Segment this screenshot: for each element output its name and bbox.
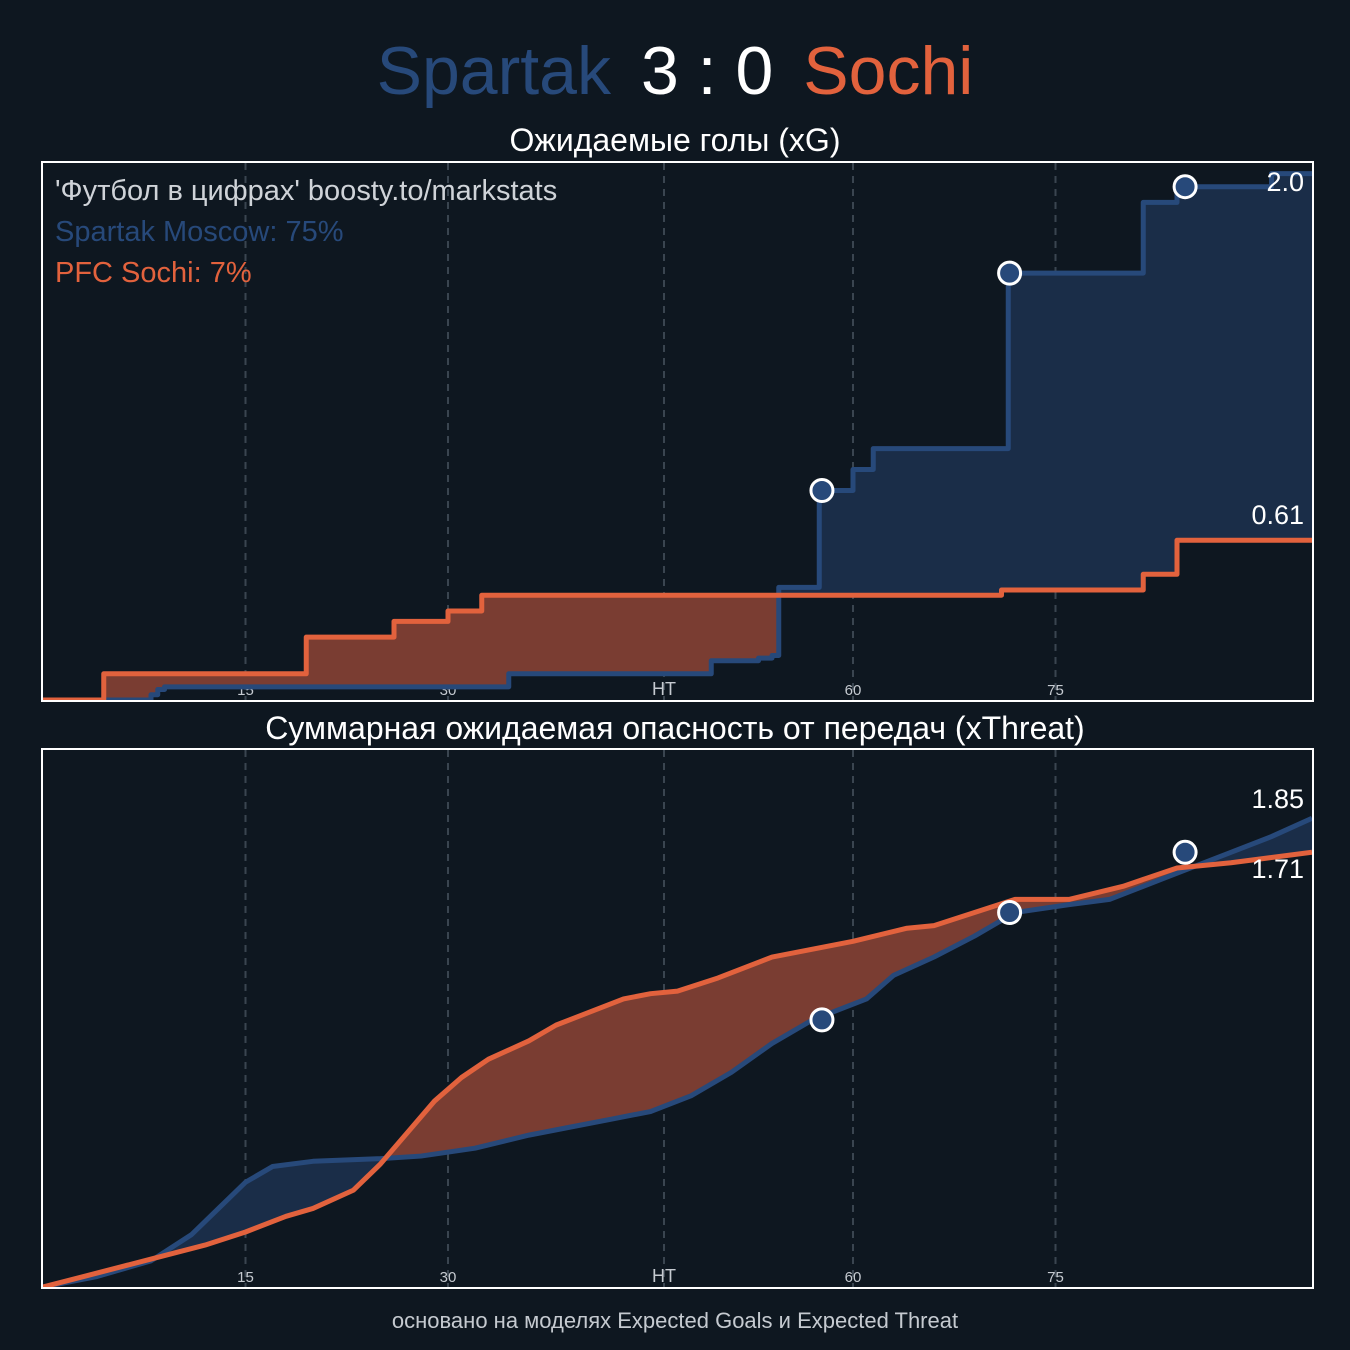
xthreat-goal-marker (1172, 839, 1198, 865)
home-team-name: Spartak (376, 33, 611, 109)
xthreat-xtick-label: 75 (1047, 1269, 1064, 1286)
xg-home-series-line (43, 171, 1312, 700)
xthreat-goal-marker (997, 900, 1023, 926)
legend-home-win-probability: Spartak Moscow: 75% (55, 216, 344, 248)
xg-away-total-label: 0.61 (1251, 500, 1304, 531)
xthreat-chart: 15 30 HT 60 75 1.85 1.71 (41, 748, 1314, 1289)
xg-legend: 'Футбол в цифрах' boosty.to/markstats Sp… (55, 171, 557, 294)
xthreat-home-series-line (43, 815, 1312, 1287)
xg-goal-marker (809, 477, 835, 503)
xg-chart-plot: 15 30 HT 60 75 (43, 163, 1312, 700)
xthreat-chart-plot: 15 30 HT 60 75 (43, 750, 1312, 1287)
xthreat-xtick-label: 30 (440, 1269, 457, 1286)
away-team-name: Sochi (803, 33, 974, 109)
xg-home-advantage-area (780, 173, 1312, 596)
xg-xtick-label: 75 (1047, 682, 1064, 699)
xg-chart: 15 30 HT 60 75 'Футбол в цифрах' boosty.to/m… (41, 161, 1314, 702)
xthreat-xtick-label: HT (652, 1266, 676, 1286)
xthreat-goal-marker (809, 1007, 835, 1033)
xg-xtick-label: HT (652, 679, 676, 699)
xg-goal-marker (997, 260, 1023, 286)
match-score: 3 : 0 (640, 33, 774, 109)
credit-text: 'Футбол в цифрах' boosty.to/markstats (55, 175, 558, 207)
xthreat-xtick-label: 60 (845, 1269, 862, 1286)
xthreat-home-total-label: 1.85 (1251, 784, 1304, 815)
xg-goal-marker (1172, 174, 1198, 200)
xg-xtick-label: 60 (845, 682, 862, 699)
xthreat-away-series-line (43, 849, 1312, 1287)
xthreat-away-total-label: 1.71 (1251, 854, 1304, 885)
legend-away-win-probability: PFC Sochi: 7% (55, 257, 252, 289)
xg-away-series-line (43, 537, 1312, 700)
xthreat-home-advantage-area (156, 1158, 385, 1258)
xthreat-xtick-label: 15 (237, 1269, 254, 1286)
xthreat-chart-title: Суммарная ожидаемая опасность от передач… (265, 710, 1085, 746)
footer-note: основано на моделях Expected Goals и Exp… (391, 1308, 959, 1333)
xg-chart-title: Ожидаемые голы (xG) (509, 122, 841, 158)
xthreat-away-advantage-area (385, 866, 1195, 1159)
xg-home-total-label: 2.0 (1266, 167, 1304, 197)
match-header: Spartak 3 : 0 Sochi (0, 28, 1350, 114)
